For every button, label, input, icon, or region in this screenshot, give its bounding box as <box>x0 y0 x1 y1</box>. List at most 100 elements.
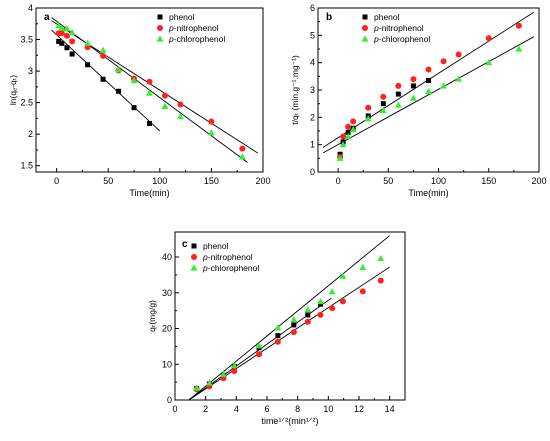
x-tick-label: 8 <box>295 404 300 414</box>
fit-line <box>188 235 390 400</box>
x-tick-label: 200 <box>255 176 270 186</box>
data-point <box>58 24 66 31</box>
data-point <box>177 112 184 120</box>
panel-label: a <box>44 12 50 23</box>
series-phenol <box>337 77 431 157</box>
y-tick-label: 20 <box>162 324 172 334</box>
data-point <box>230 362 238 369</box>
plot-area <box>188 235 390 400</box>
y-tick-label: 0 <box>310 167 315 177</box>
data-point <box>455 51 462 58</box>
x-tick-label: 0 <box>336 176 341 186</box>
x-tick-label: 150 <box>204 176 219 186</box>
data-point <box>256 351 263 358</box>
y-tick-label: 3.5 <box>20 35 33 45</box>
data-point <box>455 75 463 82</box>
data-point <box>147 120 152 126</box>
legend-label: p-chlorophenol <box>168 34 225 44</box>
legend-marker <box>362 14 368 20</box>
data-point <box>100 52 107 59</box>
data-point <box>364 115 372 122</box>
y-tick-label: 2 <box>28 129 33 139</box>
data-point <box>231 368 238 375</box>
x-tick-label: 0 <box>172 404 177 414</box>
data-point <box>146 78 153 85</box>
data-point <box>85 62 91 68</box>
legend-label: p-nitrophenol <box>168 23 219 33</box>
data-point <box>238 153 246 160</box>
data-point <box>290 315 298 323</box>
data-point <box>515 45 523 52</box>
data-point <box>317 298 324 305</box>
data-point <box>100 76 106 82</box>
x-tick-label: 2 <box>203 404 208 414</box>
y-axis-label: ln(qₑ-qₜ) <box>8 75 18 105</box>
data-point <box>161 102 169 109</box>
plot-frame <box>174 231 406 401</box>
data-point <box>425 66 432 73</box>
data-point <box>274 324 282 331</box>
data-point <box>304 305 312 313</box>
data-point <box>177 101 184 108</box>
x-tick-label: 14 <box>385 404 395 414</box>
data-point <box>359 288 366 295</box>
data-point <box>274 338 281 345</box>
data-point <box>55 22 63 29</box>
data-point <box>485 59 493 66</box>
x-tick-label: 10 <box>323 404 333 414</box>
legend-marker <box>361 35 369 42</box>
data-point <box>350 118 357 125</box>
data-point <box>379 106 387 114</box>
data-point <box>365 104 372 111</box>
x-axis-label: Time(min) <box>408 188 448 198</box>
data-point <box>377 277 384 284</box>
data-point <box>59 40 65 46</box>
legend-marker <box>191 254 197 260</box>
legend-label: phenol <box>374 12 400 22</box>
legend-marker <box>362 25 368 31</box>
data-point <box>339 141 347 148</box>
data-point <box>146 89 153 96</box>
panel-label: c <box>182 239 188 250</box>
y-tick-label: 30 <box>162 288 172 298</box>
data-point <box>339 298 346 305</box>
data-point <box>305 312 311 318</box>
legend-label: phenol <box>169 12 195 22</box>
x-tick-label: 6 <box>264 404 269 414</box>
data-point <box>359 263 367 270</box>
data-point <box>440 82 447 89</box>
y-axis-label: qₜ(mg/g) <box>147 300 157 332</box>
data-point <box>63 25 71 32</box>
chart-panel-b: 0 50 100 150 200 0 1 2 3 4 5 6 Time(min) t/qₜ (min.g⁻… <box>290 3 547 198</box>
x-tick-label: 100 <box>152 176 167 186</box>
data-point <box>349 126 357 133</box>
data-point <box>68 29 76 36</box>
legend-marker <box>157 25 163 31</box>
legend-label: p-chlorophenol <box>373 34 430 44</box>
legend-label: p-nitrophenol <box>202 252 253 262</box>
data-point <box>208 118 215 125</box>
data-point <box>426 77 431 83</box>
data-point <box>69 51 75 57</box>
y-tick-label: 1 <box>310 140 315 150</box>
data-point <box>410 94 417 101</box>
data-point <box>515 22 522 29</box>
x-tick-label: 0 <box>54 176 59 186</box>
legend-label: phenol <box>203 241 229 251</box>
series-pchlorophenol <box>193 254 385 391</box>
data-point <box>410 76 417 83</box>
data-point <box>131 105 137 111</box>
data-point <box>239 145 246 152</box>
plot-area <box>322 11 535 161</box>
data-point <box>395 82 402 89</box>
chart-panel-a: 0 50 100 150 200 1.5 2 2.5 3 3.5 4 Time(min) ln(qₑ-q… <box>8 3 271 198</box>
data-point <box>205 379 213 386</box>
data-point <box>345 123 352 130</box>
legend-marker <box>190 264 198 271</box>
y-axis-label: t/qₜ (min.g⁻¹.mg⁻¹) <box>290 55 300 125</box>
data-point <box>380 93 387 100</box>
data-point <box>395 91 401 97</box>
data-point <box>130 76 138 84</box>
data-point <box>115 66 122 73</box>
